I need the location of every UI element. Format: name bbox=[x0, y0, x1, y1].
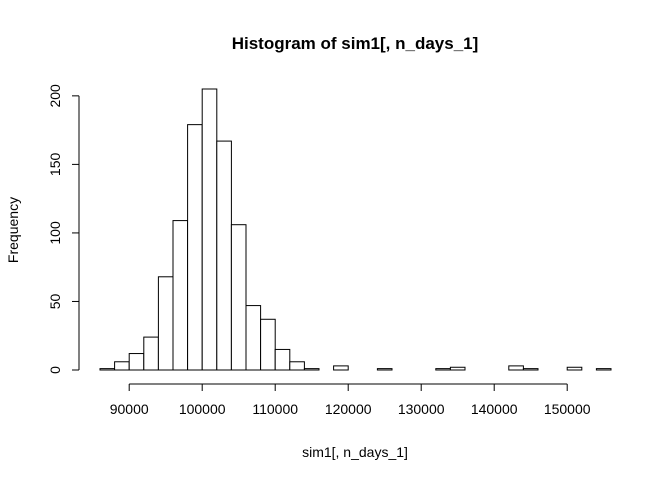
histogram-bar-24 bbox=[435, 368, 451, 371]
histogram-bar-12 bbox=[260, 318, 276, 371]
y-tick-label: 50 bbox=[47, 293, 63, 309]
histogram-bar-33 bbox=[566, 366, 583, 371]
histogram-bar-29 bbox=[508, 365, 524, 371]
x-axis-label: sim1[, n_days_1] bbox=[302, 444, 408, 460]
histogram-bar-17 bbox=[333, 365, 349, 371]
x-tick-label: 140000 bbox=[471, 401, 518, 417]
y-tick-label: 200 bbox=[47, 84, 63, 108]
y-axis: 0 50 100 150 200 bbox=[47, 84, 80, 374]
histogram-bar-15 bbox=[303, 368, 320, 371]
histogram-bar-9 bbox=[216, 140, 232, 371]
histogram-bar-4 bbox=[143, 336, 159, 371]
x-tick-label: 90000 bbox=[110, 401, 149, 417]
x-tick-label: 120000 bbox=[325, 401, 372, 417]
histogram-bar-7 bbox=[187, 124, 203, 371]
histogram-bar-14 bbox=[289, 361, 305, 371]
histogram-bar-35 bbox=[595, 368, 612, 371]
histogram-bar-11 bbox=[245, 305, 262, 371]
x-tick-label: 150000 bbox=[544, 401, 591, 417]
histogram-bar-8 bbox=[201, 88, 218, 371]
histogram-bar-10 bbox=[230, 224, 247, 371]
y-axis-label: Frequency bbox=[5, 197, 21, 263]
x-tick-label: 110000 bbox=[252, 401, 298, 417]
histogram-bar-25 bbox=[449, 366, 466, 371]
y-tick-label: 100 bbox=[47, 221, 63, 245]
histogram-bar-13 bbox=[274, 348, 291, 371]
histogram-bar-3 bbox=[128, 353, 145, 371]
x-tick-label: 130000 bbox=[398, 401, 445, 417]
histogram-bar-1 bbox=[99, 368, 116, 371]
y-tick-label: 150 bbox=[47, 152, 63, 176]
x-tick-label: 100000 bbox=[179, 401, 226, 417]
y-tick-label: 0 bbox=[47, 366, 63, 374]
histogram-bar-20 bbox=[376, 368, 393, 371]
histogram-bar-2 bbox=[114, 361, 130, 371]
chart-title: Histogram of sim1[, n_days_1] bbox=[232, 34, 479, 53]
histogram-bar-30 bbox=[522, 368, 539, 371]
histogram-bar-5 bbox=[157, 276, 174, 371]
bars-group bbox=[99, 88, 612, 371]
x-axis: 90000 100000 110000 120000 130000 140000 15000… bbox=[110, 383, 591, 417]
histogram-bar-6 bbox=[172, 220, 189, 371]
